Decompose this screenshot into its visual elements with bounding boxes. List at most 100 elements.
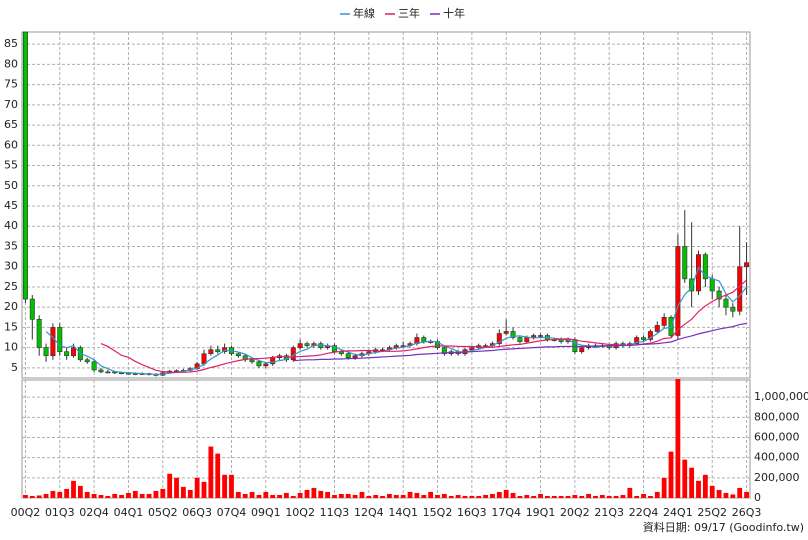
y-tick-label: 65 xyxy=(4,118,18,131)
candle-body xyxy=(702,254,708,280)
volume-bar xyxy=(71,480,76,498)
ma-line xyxy=(293,322,747,362)
x-tick-label: 20Q2 xyxy=(560,506,590,519)
candle-body xyxy=(675,246,681,336)
candle-body xyxy=(57,327,63,352)
x-tick-label: 09Q1 xyxy=(251,506,281,519)
y-tick-label: 15 xyxy=(4,320,18,333)
volume-panel xyxy=(21,379,751,499)
candle-body xyxy=(730,306,736,312)
candle-body xyxy=(91,361,97,371)
y2-tick-label: 1,000,000 xyxy=(754,390,808,403)
y2-tick-label: 0 xyxy=(754,491,761,504)
x-tick-label: 05Q2 xyxy=(148,506,178,519)
volume-bar xyxy=(702,474,708,498)
candle-body xyxy=(689,278,695,292)
volume-bar xyxy=(689,467,695,498)
volume-bar xyxy=(668,451,674,498)
y-tick-label: 55 xyxy=(4,159,18,172)
volume-bar xyxy=(723,492,729,498)
volume-bar xyxy=(586,493,592,498)
candle-body xyxy=(22,31,28,300)
volume-bar xyxy=(414,492,420,498)
volume-bar xyxy=(91,493,97,498)
x-tick-label: 19Q1 xyxy=(526,506,556,519)
volume-bar xyxy=(593,495,598,498)
volume-bar xyxy=(23,494,28,498)
candle-body xyxy=(105,371,111,374)
volume-bar xyxy=(229,474,234,498)
x-tick-label: 01Q3 xyxy=(45,506,75,519)
volume-bar xyxy=(77,485,83,498)
candle-body xyxy=(682,246,688,280)
legend-label: 三年 xyxy=(398,6,420,20)
candle-body xyxy=(50,327,56,357)
volume-bar xyxy=(400,494,406,498)
candle-body xyxy=(84,359,90,363)
candle-body xyxy=(524,337,530,342)
volume-bar xyxy=(359,491,365,498)
volume-bar xyxy=(373,494,379,498)
volume-bar xyxy=(551,495,557,498)
volume-bar xyxy=(510,492,516,498)
candle-body xyxy=(441,347,447,355)
volume-bar xyxy=(654,491,660,498)
volume-bar xyxy=(661,477,667,498)
candle-body xyxy=(222,347,228,352)
candle-body xyxy=(71,347,77,357)
volume-bar xyxy=(174,477,179,498)
x-tick-label: 06Q3 xyxy=(182,506,212,519)
candle-body xyxy=(263,363,269,367)
volume-bar xyxy=(311,487,317,498)
y-tick-label: 25 xyxy=(4,280,18,293)
y-tick-label: 50 xyxy=(4,179,18,192)
candle-body xyxy=(510,331,516,338)
candle-body xyxy=(256,361,262,367)
y2-tick-label: 400,000 xyxy=(754,451,800,464)
volume-bar xyxy=(620,494,626,498)
volume-bar xyxy=(43,493,49,498)
volume-bar xyxy=(290,495,296,498)
volume-bar xyxy=(208,446,214,498)
candle-body xyxy=(64,351,70,357)
volume-bar xyxy=(84,491,90,498)
volume-bar xyxy=(462,495,468,498)
volume-bar xyxy=(441,493,447,498)
candle-body xyxy=(304,343,310,346)
volume-bar xyxy=(222,474,228,498)
volume-bar xyxy=(187,489,193,498)
x-tick-label: 26Q3 xyxy=(732,506,762,519)
volume-bar xyxy=(105,495,111,498)
volume-bar xyxy=(249,491,255,498)
volume-bar xyxy=(455,494,461,498)
footnote: 資料日期: 09/17 (Goodinfo.tw) xyxy=(643,520,804,534)
volume-bar xyxy=(393,494,399,498)
volume-bar xyxy=(428,491,434,498)
volume-bar xyxy=(641,493,646,498)
volume-bar xyxy=(50,490,56,498)
volume-bar xyxy=(531,495,537,498)
candle-body xyxy=(634,337,640,344)
volume-bar xyxy=(448,495,454,498)
volume-bar xyxy=(325,491,331,498)
volume-bar xyxy=(627,487,633,498)
volume-bar xyxy=(572,494,578,498)
volume-bar xyxy=(696,480,701,498)
candle-body xyxy=(43,347,49,357)
price-panel xyxy=(21,31,751,379)
volume-bar xyxy=(352,494,358,498)
volume-bar xyxy=(242,493,248,498)
volume-bar xyxy=(716,489,722,498)
candle-body xyxy=(716,290,722,300)
y-tick-label: 85 xyxy=(4,37,18,50)
volume-bar xyxy=(538,493,543,498)
volume-bar xyxy=(201,481,207,498)
candle-body xyxy=(641,337,647,340)
volume-bar xyxy=(64,488,70,498)
volume-bar xyxy=(517,495,523,498)
candle-body xyxy=(174,370,180,373)
volume-bar xyxy=(565,495,571,498)
y2-tick-label: 600,000 xyxy=(754,430,800,443)
candle-body xyxy=(290,347,296,361)
x-tick-label: 07Q4 xyxy=(217,506,247,519)
